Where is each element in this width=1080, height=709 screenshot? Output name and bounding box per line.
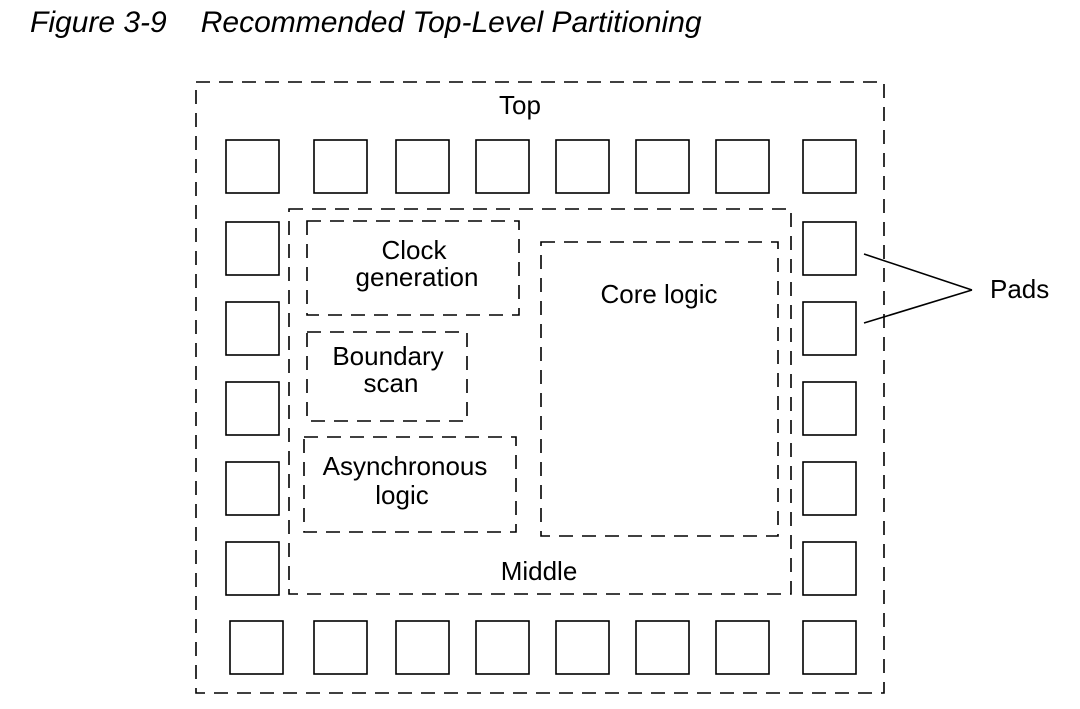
pad bbox=[715, 620, 770, 675]
pad bbox=[802, 541, 857, 596]
core-logic-label: Core logic bbox=[600, 279, 717, 309]
pad bbox=[802, 381, 857, 436]
top-partition-boundary bbox=[195, 81, 885, 694]
pad bbox=[802, 461, 857, 516]
pad bbox=[225, 139, 280, 194]
pad bbox=[395, 620, 450, 675]
boundary-scan-label-line2: scan bbox=[364, 368, 419, 398]
pad bbox=[555, 620, 610, 675]
pads-leader-line bbox=[863, 253, 973, 291]
pad bbox=[225, 381, 280, 436]
middle-label: Middle bbox=[501, 556, 578, 586]
pad bbox=[715, 139, 770, 194]
pad bbox=[635, 139, 690, 194]
pad bbox=[225, 301, 280, 356]
pad bbox=[802, 139, 857, 194]
pad bbox=[635, 620, 690, 675]
clock-generation-label-line2: generation bbox=[356, 262, 479, 292]
clock-generation-label-line1: Clock bbox=[381, 235, 447, 265]
pad bbox=[475, 620, 530, 675]
boundary-scan-label-line1: Boundary bbox=[332, 341, 443, 371]
pad bbox=[225, 221, 280, 276]
pads-leader-line bbox=[863, 289, 973, 324]
asynchronous-logic-label-line2: logic bbox=[375, 480, 428, 510]
clock-generation-block bbox=[306, 220, 520, 316]
asynchronous-logic-label-line1: Asynchronous bbox=[323, 451, 488, 481]
asynchronous-logic-block bbox=[303, 436, 517, 533]
top-label: Top bbox=[499, 90, 541, 120]
pad bbox=[802, 620, 857, 675]
pad bbox=[225, 541, 280, 596]
figure-title: Recommended Top-Level Partitioning bbox=[200, 6, 702, 39]
pad bbox=[313, 620, 368, 675]
pad bbox=[802, 301, 857, 356]
pad bbox=[229, 620, 284, 675]
core-logic-block bbox=[540, 241, 779, 537]
boundary-scan-block bbox=[306, 331, 468, 422]
pads-label: Pads bbox=[990, 274, 1049, 304]
pad bbox=[802, 221, 857, 276]
figure-caption: Figure 3-9 Recommended Top-Level Partitio… bbox=[30, 4, 702, 42]
middle-partition-boundary bbox=[288, 208, 792, 595]
pad bbox=[313, 139, 368, 194]
pad bbox=[225, 461, 280, 516]
pad bbox=[395, 139, 450, 194]
pad bbox=[475, 139, 530, 194]
pad bbox=[555, 139, 610, 194]
figure-number: Figure 3-9 bbox=[30, 6, 167, 39]
